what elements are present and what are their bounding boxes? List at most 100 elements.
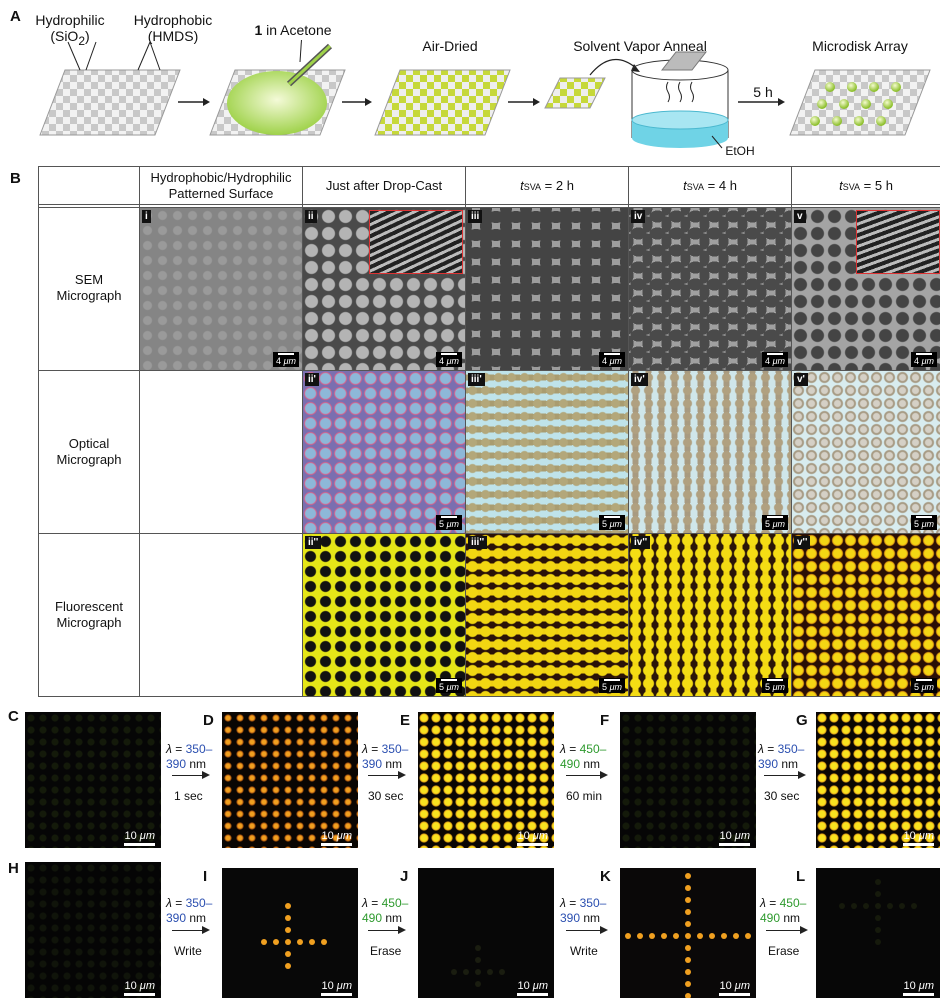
scale-value: 10 — [321, 830, 334, 842]
col-header-4h: tSVA = 4 h — [629, 178, 791, 195]
col-header-drop-cast: Just after Drop-Cast — [325, 178, 443, 193]
acetone-drop — [227, 71, 327, 135]
lambda-symbol: λ — [166, 896, 172, 910]
scale-unit: μm — [772, 682, 785, 692]
panel-tag: iv — [631, 210, 646, 223]
panel-tag: ii' — [305, 373, 319, 386]
wavelength-start: 350– — [381, 742, 409, 756]
fluorescent-image-ii: ii'' 5 μm — [303, 534, 465, 696]
scale-bar: 5 μm — [911, 515, 937, 530]
equals: = — [565, 742, 580, 756]
scale-bar: 10 μm — [719, 830, 750, 846]
fluor-image-f: 10 μm — [620, 712, 756, 848]
label-acetone: 1 in Acetone — [238, 22, 348, 38]
hydrophilic-paren: ) — [85, 28, 90, 44]
col-header-2h: tSVA = 2 h — [466, 178, 628, 195]
scale-unit: μm — [918, 830, 934, 842]
panel-letter-c: C — [8, 708, 19, 725]
scale-value: 4 — [276, 356, 282, 366]
col-header-patterned-line2: Patterned Surface — [168, 186, 274, 201]
fluorescent-image-v: v'' 5 μm — [792, 534, 940, 696]
equals: = — [765, 896, 780, 910]
hydrophobic-sub-text: (HMDS) — [147, 28, 199, 44]
pointer-line-4 — [149, 41, 161, 71]
sem-image-iv: iv 4 μm — [629, 208, 791, 370]
panel-letter-a: A — [10, 8, 21, 25]
scale-unit: μm — [921, 356, 934, 366]
panel-letter-h: H — [8, 860, 19, 877]
scale-value: 10 — [124, 830, 137, 842]
equals: = — [367, 896, 382, 910]
scale-bar: 10 μm — [903, 830, 934, 846]
action-label-jk: Write — [570, 944, 598, 958]
time-label-fg: 30 sec — [764, 789, 800, 803]
scale-value: 10 — [517, 980, 530, 992]
erased-cross-small — [451, 945, 505, 987]
panel-tag: v'' — [794, 536, 811, 549]
scale-value: 5 — [765, 519, 771, 529]
arrow-label-jk: λ = 350– 390 nm — [560, 896, 606, 926]
scale-unit: μm — [772, 519, 785, 529]
panel-letter-d: D — [203, 712, 214, 729]
fluor-image-e: 10 μm — [418, 712, 554, 848]
scale-unit: μm — [921, 682, 934, 692]
arrow-label-kl: λ = 450– 490 nm — [760, 896, 806, 926]
scale-value: 10 — [321, 980, 334, 992]
lambda-symbol: λ — [166, 742, 172, 756]
scale-bar: 10 μm — [719, 980, 750, 996]
scale-value: 5 — [765, 682, 771, 692]
arrow-label-ij: λ = 450– 490 nm — [362, 896, 408, 926]
fluor-image-c: 10 μm — [25, 712, 161, 848]
label-air-dried: Air-Dried — [422, 38, 478, 54]
substrate-1 — [39, 69, 181, 136]
sem-image-i: i 4 μm — [140, 208, 302, 370]
panel-tag: iii' — [468, 373, 485, 386]
t-sub: SVA — [523, 182, 542, 192]
scale-value: 5 — [914, 519, 920, 529]
equals: = — [171, 742, 186, 756]
erased-cross-large — [839, 879, 917, 945]
wavelength-end: 390 — [758, 757, 779, 771]
arrow-label-ef: λ = 450– 490 nm — [560, 742, 606, 772]
equals: = — [763, 742, 778, 756]
row-sem-line1: SEM — [74, 272, 104, 287]
equals: = — [367, 742, 382, 756]
wavelength-end: 390 — [166, 911, 187, 925]
wavelength-unit: nm — [382, 911, 403, 925]
scale-value: 5 — [602, 519, 608, 529]
scale-unit: μm — [139, 830, 155, 842]
scale-bar: 10 μm — [903, 980, 934, 996]
scale-unit: μm — [139, 980, 155, 992]
scale-unit: μm — [918, 980, 934, 992]
row-flu-line2: Micrograph — [56, 615, 122, 630]
lambda-symbol: λ — [760, 896, 766, 910]
panel-letter-i: I — [203, 868, 208, 885]
scale-unit: μm — [446, 356, 459, 366]
panel-tag: i — [142, 210, 151, 223]
label-hydrophilic: Hydrophilic (SiO2) — [20, 12, 120, 48]
write-cross-large — [625, 873, 751, 998]
scale-value: 4 — [602, 356, 608, 366]
panel-tag: iii — [468, 210, 483, 223]
panel-letter-l: L — [796, 868, 806, 885]
scale-value: 4 — [439, 356, 445, 366]
row-opt-line1: Optical — [68, 436, 110, 451]
scale-bar: 4 μm — [273, 352, 299, 367]
t-symbol: t — [683, 178, 687, 193]
lambda-symbol: λ — [758, 742, 764, 756]
label-etoh: EtOH — [725, 144, 755, 158]
wavelength-unit: nm — [580, 911, 601, 925]
wavelength-unit: nm — [186, 757, 207, 771]
col-header-patterned-line1: Hydrophobic/Hydrophilic — [150, 170, 292, 185]
row-flu-line1: Fluorescent — [55, 599, 123, 614]
scale-bar: 4 μm — [911, 352, 937, 367]
acetone-text: in Acetone — [262, 22, 332, 38]
equals: = — [565, 896, 580, 910]
scale-value: 10 — [903, 830, 916, 842]
col-header-patterned: Hydrophobic/Hydrophilic Patterned Surfac… — [140, 170, 302, 202]
wavelength-end: 390 — [560, 911, 581, 925]
scale-unit: μm — [772, 356, 785, 366]
scale-value: 10 — [124, 980, 137, 992]
arrow-kl — [766, 926, 808, 934]
sem-image-ii: ii 4 μm — [303, 208, 465, 370]
